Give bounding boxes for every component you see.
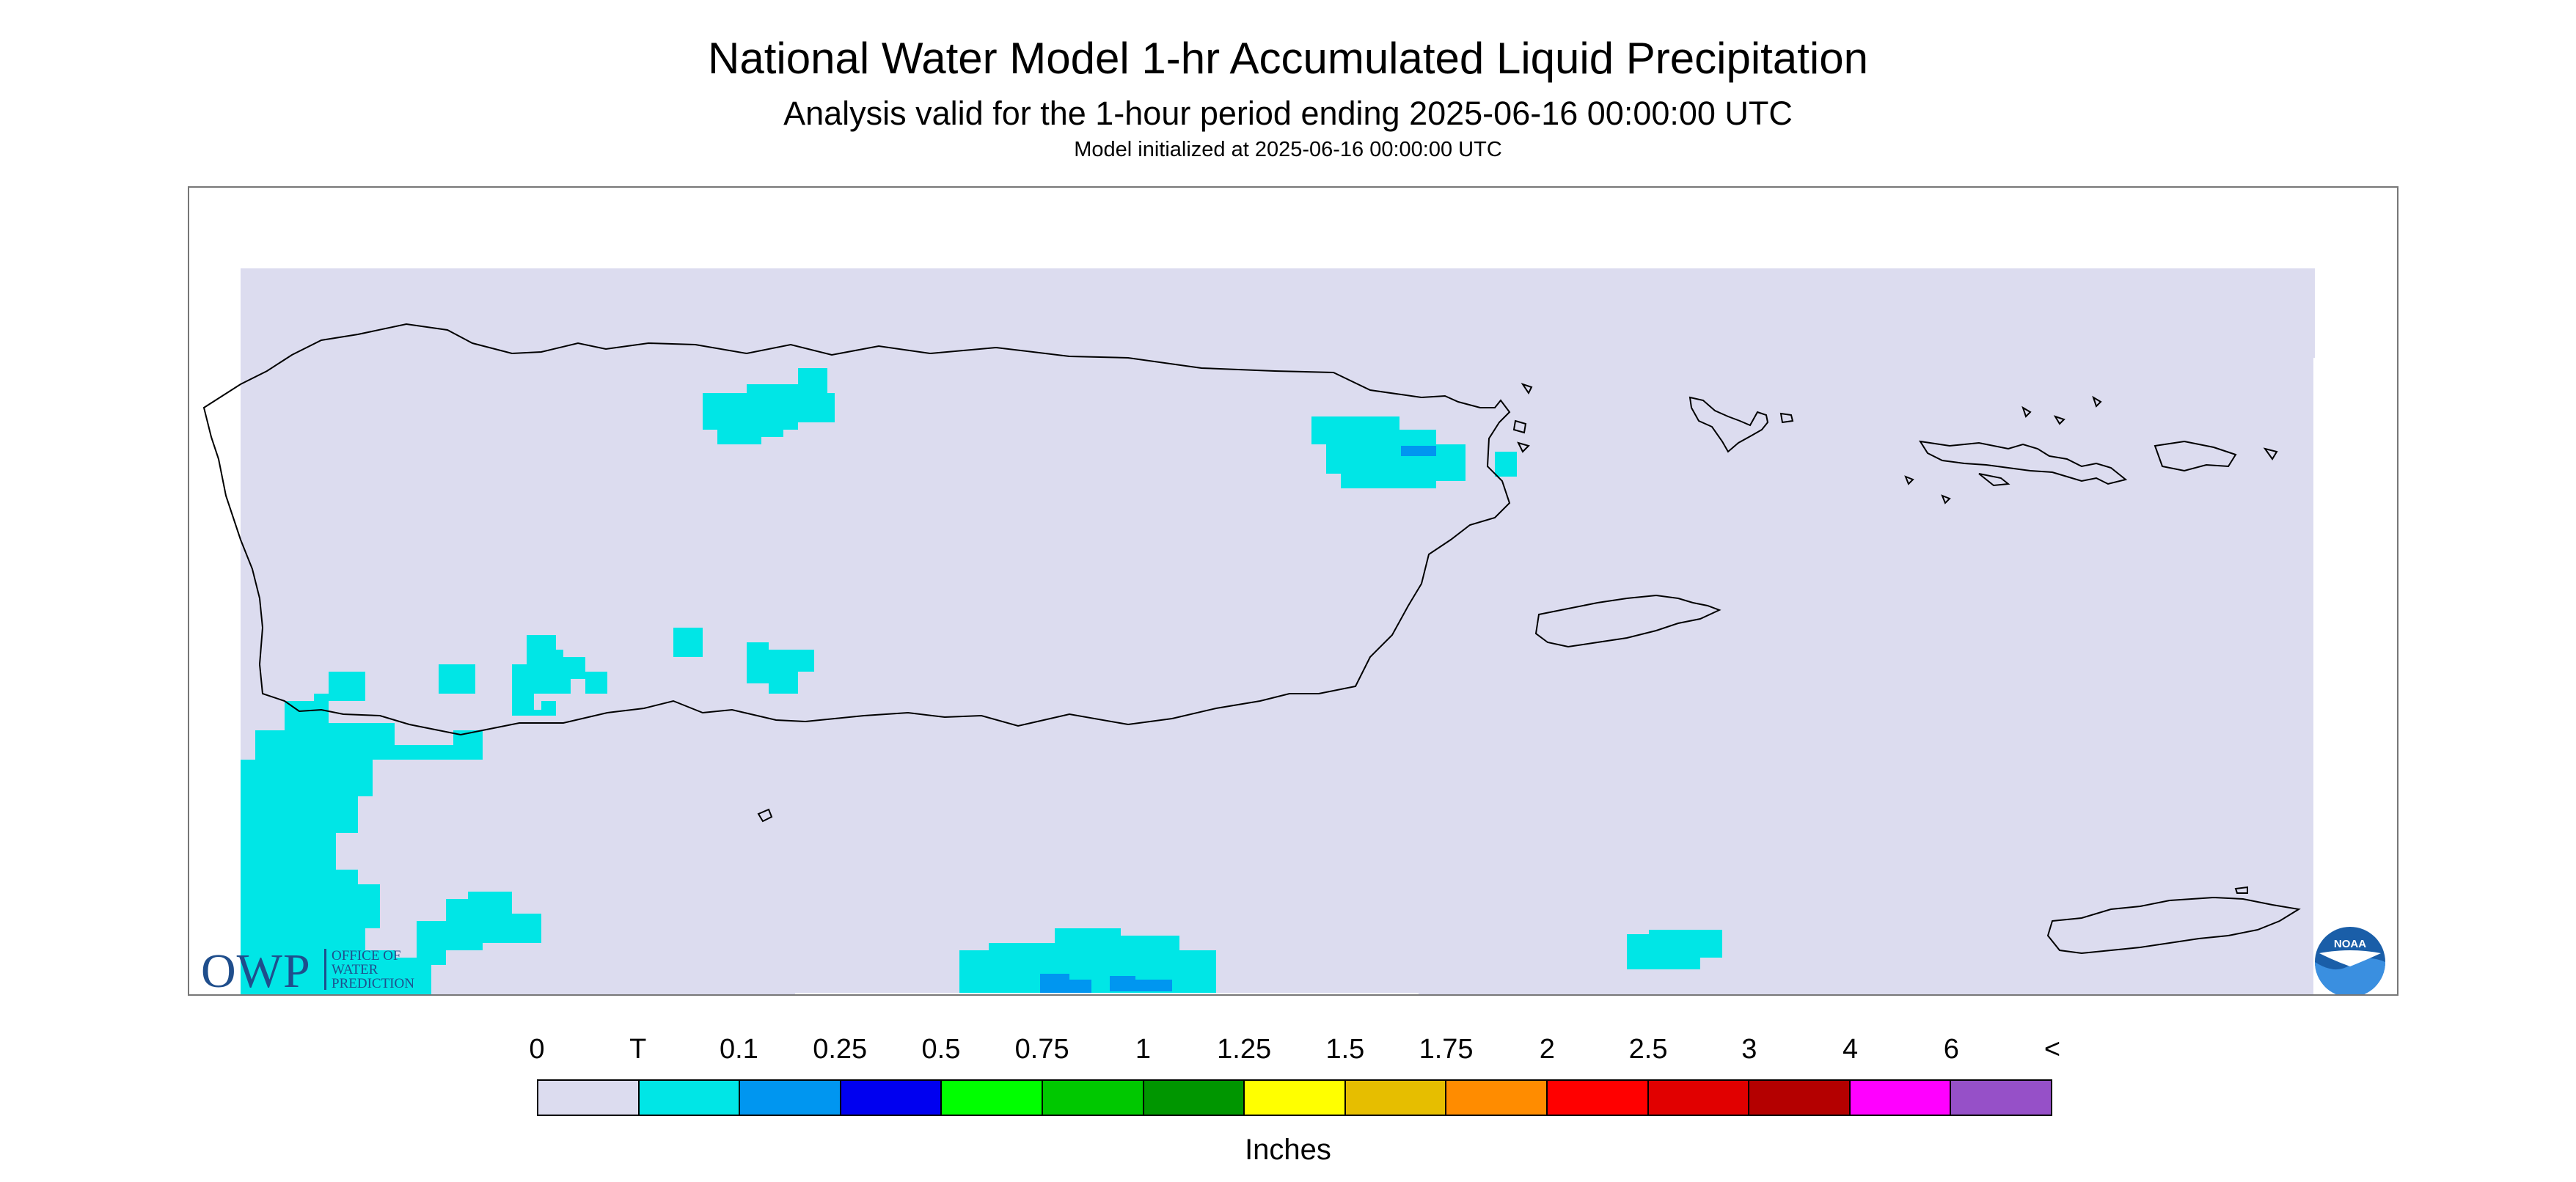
legend-swatch-12 bbox=[1749, 1081, 1851, 1115]
legend-swatch-9 bbox=[1446, 1081, 1548, 1115]
legend-swatch-1 bbox=[639, 1081, 741, 1115]
legend-label: 0.5 bbox=[921, 1034, 961, 1065]
map-panel: OWP OFFICE OF WATER PREDICTION NOAA bbox=[188, 186, 2398, 996]
legend-label: 1.25 bbox=[1217, 1034, 1272, 1065]
legend-colorbar bbox=[537, 1079, 2052, 1116]
legend-units-label: Inches bbox=[1245, 1134, 1331, 1166]
legend-label: 1.5 bbox=[1325, 1034, 1365, 1065]
legend-label: 2 bbox=[1539, 1034, 1555, 1065]
legend-swatch-7 bbox=[1245, 1081, 1346, 1115]
owp-logo-divider bbox=[324, 949, 326, 990]
legend-swatch-5 bbox=[1042, 1081, 1144, 1115]
legend-swatch-13 bbox=[1850, 1081, 1952, 1115]
legend-label: 0.1 bbox=[720, 1034, 758, 1065]
chart-subtitle: Analysis valid for the 1-hour period end… bbox=[783, 95, 1793, 132]
legend-label: 0 bbox=[529, 1034, 545, 1065]
init-time-label: Model initialized at 2025-06-16 00:00:00… bbox=[1074, 138, 1502, 161]
legend-swatch-0 bbox=[538, 1081, 640, 1115]
legend-swatch-6 bbox=[1144, 1081, 1245, 1115]
precip-domain-fill bbox=[241, 268, 2315, 994]
missing-data-strip bbox=[795, 993, 1419, 994]
owp-logo-text: OFFICE OF WATER PREDICTION bbox=[332, 948, 414, 991]
legend-swatch-11 bbox=[1648, 1081, 1750, 1115]
legend-label: 1.75 bbox=[1419, 1034, 1474, 1065]
legend-labels: 0 T 0.1 0.25 0.5 0.75 1 1.25 1.5 1.75 2 2.5 3 4 6 < bbox=[0, 1035, 2576, 1072]
legend-label: T bbox=[629, 1034, 647, 1065]
coastlines bbox=[202, 323, 2301, 955]
noaa-logo-text: NOAA bbox=[2334, 938, 2366, 950]
legend-label: 3 bbox=[1741, 1034, 1757, 1065]
owp-logo-letters: OWP bbox=[201, 944, 311, 996]
legend-swatch-8 bbox=[1345, 1081, 1447, 1115]
precip-trace-areas bbox=[241, 368, 1722, 994]
legend-label: 6 bbox=[1943, 1034, 1959, 1065]
precip-map bbox=[202, 268, 2315, 994]
legend-swatch-4 bbox=[942, 1081, 1043, 1115]
legend-label: 4 bbox=[1842, 1034, 1859, 1065]
legend-label: 0.25 bbox=[813, 1034, 868, 1065]
legend-swatch-2 bbox=[740, 1081, 841, 1115]
chart-title: National Water Model 1-hr Accumulated Li… bbox=[708, 34, 1868, 83]
legend-swatch-14 bbox=[1951, 1081, 2051, 1115]
legend-label: 1 bbox=[1135, 1034, 1151, 1065]
legend-swatch-3 bbox=[841, 1081, 943, 1115]
precip-light-blue-areas bbox=[1040, 446, 1436, 993]
legend-swatch-10 bbox=[1547, 1081, 1649, 1115]
noaa-logo-icon: NOAA bbox=[2315, 927, 2385, 994]
legend-label: 2.5 bbox=[1628, 1034, 1668, 1065]
legend-label: 0.75 bbox=[1014, 1034, 1069, 1065]
owp-logo: OWP OFFICE OF WATER PREDICTION bbox=[201, 943, 450, 996]
legend-label: < bbox=[2043, 1034, 2061, 1065]
